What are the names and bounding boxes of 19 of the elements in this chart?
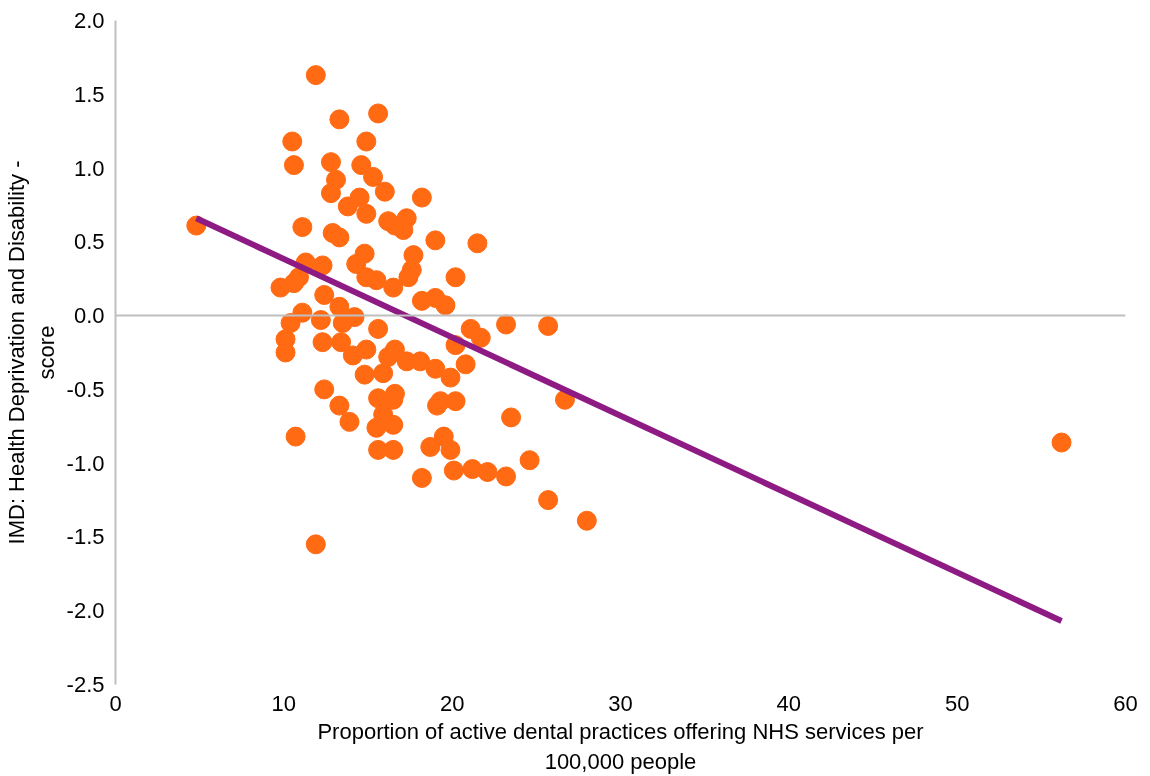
x-tick-label: 20 <box>439 690 465 716</box>
x-tick-label: 40 <box>776 690 802 716</box>
y-tick-label: 1.0 <box>73 155 105 181</box>
y-axis-title: IMD: Health Deprivation and Disability - score <box>3 160 59 545</box>
y-tick-label: 0.5 <box>73 229 105 255</box>
y-tick-label: -2.0 <box>66 598 105 624</box>
x-tick-label: 0 <box>109 690 122 716</box>
y-tick-label: 2.0 <box>73 8 105 33</box>
y-tick-label: 0.0 <box>73 303 105 329</box>
y-tick-label: -1.5 <box>66 524 105 550</box>
y-tick-label: -0.5 <box>66 376 105 402</box>
y-tick-label: -1.0 <box>66 450 105 476</box>
y-tick-label: -2.5 <box>66 672 105 697</box>
x-axis-title: Proportion of active dental practices offering NHS services per 100,000 people <box>317 718 924 774</box>
x-tick-label: 30 <box>608 690 633 716</box>
y-tick-label: 1.5 <box>73 81 105 107</box>
x-tick-label: 50 <box>944 690 970 716</box>
x-tick-label: 10 <box>271 690 297 716</box>
x-tick-label: 60 <box>1113 690 1138 716</box>
